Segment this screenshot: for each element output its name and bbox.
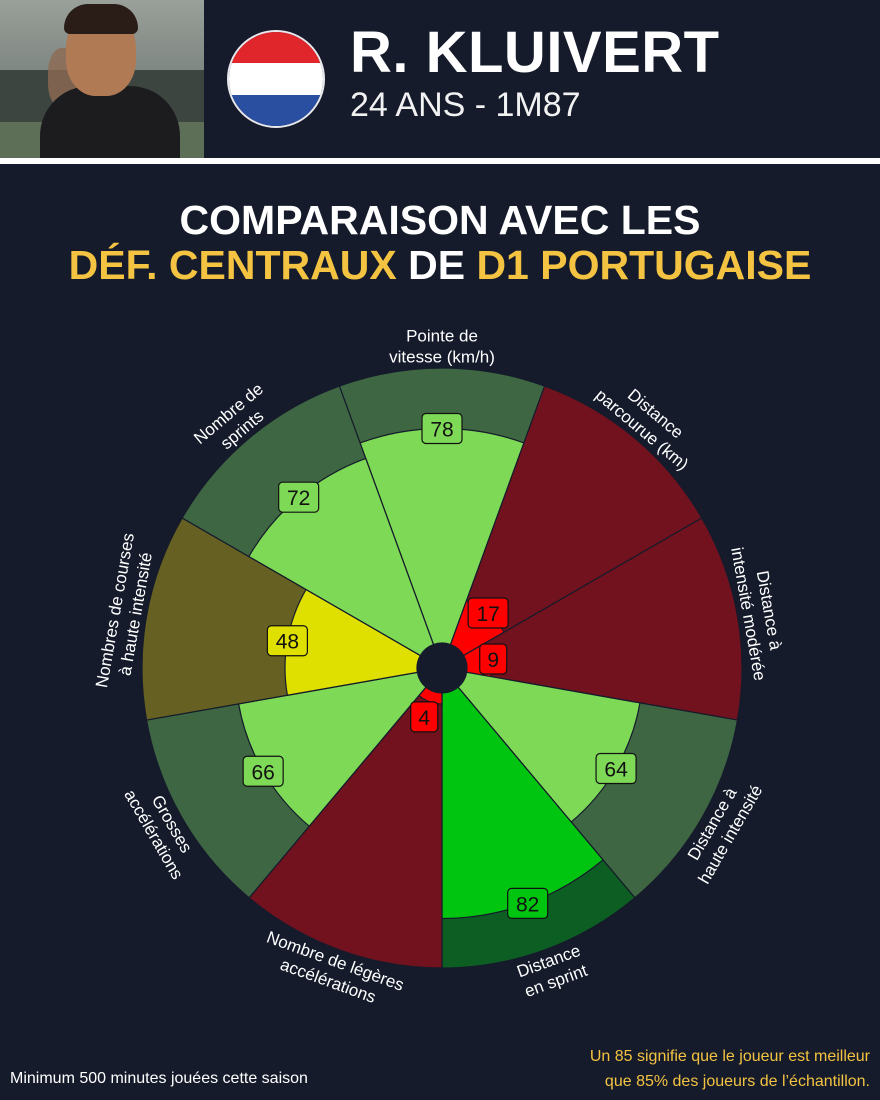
radar-value-badge <box>507 887 549 919</box>
title-connector: DE <box>396 242 477 288</box>
radar-value-badge <box>421 412 463 445</box>
radar-value-label: 82 <box>516 893 539 916</box>
title-position: DÉF. CENTRAUX <box>68 242 397 288</box>
radar-value-label: 72 <box>287 487 310 510</box>
radar-value-badge <box>595 752 637 785</box>
radar-value-badge <box>278 481 320 513</box>
player-header: R. KLUIVERT 24 ANS - 1M87 <box>0 0 880 158</box>
player-name: R. KLUIVERT <box>350 20 720 85</box>
radar-value-label: 64 <box>604 759 628 782</box>
radar-category-label: Pointe de vitesse (km/h) <box>389 327 495 367</box>
chart-title-line1: COMPARAISON AVEC LES <box>179 197 701 243</box>
radar-category-label-line: vitesse (km/h) <box>389 348 495 367</box>
radar-value-label: 4 <box>418 707 430 730</box>
radar-value-badge <box>467 597 509 629</box>
footnote-line1: Un 85 signifie que le joueur est meilleu… <box>589 1048 870 1065</box>
radar-value-label: 66 <box>251 761 274 784</box>
footnote-minimum-minutes: Minimum 500 minutes jouées cette saison <box>10 1070 308 1087</box>
footnote-percentile-explanation: Un 85 signifie que le joueur est meilleu… <box>590 1044 870 1094</box>
radar-category-label-line: Pointe de <box>406 327 478 346</box>
netherlands-flag-icon <box>227 30 325 128</box>
radar-value-badge <box>410 701 439 733</box>
player-info: 24 ANS - 1M87 <box>350 86 581 124</box>
radar-value-label: 48 <box>276 631 299 654</box>
radar-value-badge <box>242 755 284 787</box>
radar-value-label: 17 <box>476 603 499 626</box>
radar-center-hole <box>417 643 467 693</box>
radar-value-label: 78 <box>430 419 453 442</box>
radar-value-label: 9 <box>487 649 499 672</box>
title-league: D1 PORTUGAISE <box>476 242 812 288</box>
chart-title-line2: DÉF. CENTRAUX DE D1 PORTUGAISE <box>0 245 880 286</box>
radar-value-badge <box>266 625 308 657</box>
player-photo <box>0 0 204 158</box>
radar-value-badge <box>479 643 508 675</box>
header-divider <box>0 158 880 164</box>
footnote-line2: que 85% des joueurs de l’échantillon. <box>604 1073 870 1090</box>
